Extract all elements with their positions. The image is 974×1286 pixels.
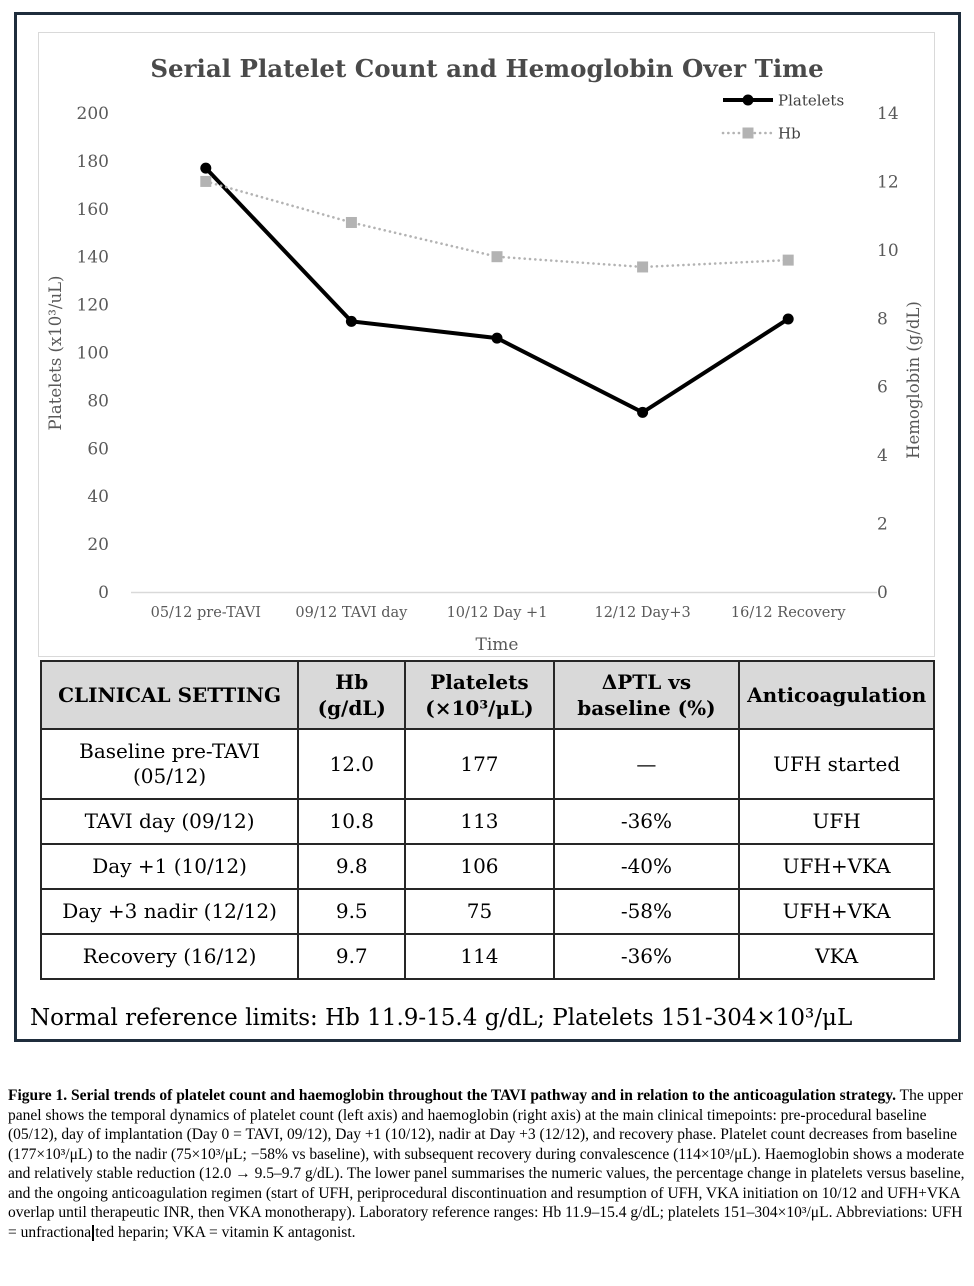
x-axis-tick: 10/12 Day +1 bbox=[447, 605, 548, 621]
table-cell[interactable]: 177 bbox=[404, 728, 555, 800]
table-cell[interactable]: UFH+VKA bbox=[738, 888, 935, 935]
table-row: Recovery (16/12) 9.7 114 -36% VKA bbox=[39, 933, 935, 980]
table-cell[interactable]: Recovery (16/12) bbox=[39, 933, 300, 980]
left-axis-tick: 100 bbox=[77, 344, 109, 364]
line-chart-svg: Serial Platelet Count and Hemoglobin Ove… bbox=[46, 54, 923, 655]
table-row: Day +3 nadir (12/12) 9.5 75 -58% UFH+VKA bbox=[39, 888, 935, 935]
table-cell[interactable]: 12.0 bbox=[297, 728, 407, 800]
right-axis-tick: 8 bbox=[877, 309, 888, 329]
left-axis-tick: 20 bbox=[87, 535, 109, 555]
table-cell[interactable]: VKA bbox=[738, 933, 935, 980]
x-axis-tick: 05/12 pre-TAVI bbox=[151, 605, 261, 621]
x-axis-tick: 16/12 Recovery bbox=[731, 605, 846, 621]
table-cell[interactable]: 10.8 bbox=[297, 798, 407, 845]
table-cell[interactable]: TAVI day (09/12) bbox=[39, 798, 300, 845]
right-axis-tick: 2 bbox=[877, 515, 888, 535]
chart-area: Serial Platelet Count and Hemoglobin Ove… bbox=[38, 32, 935, 657]
table-header-cell[interactable]: Platelets (×10³/μL) bbox=[404, 660, 555, 730]
table-cell[interactable]: Day +1 (10/12) bbox=[39, 843, 300, 890]
hb-data-point bbox=[637, 261, 649, 273]
table-cell[interactable]: 9.7 bbox=[297, 933, 407, 980]
x-axis-title: Time bbox=[476, 635, 519, 655]
hb-legend-marker-icon bbox=[742, 127, 754, 139]
figure-caption-body-after: ted heparin; VKA = vitamin K antagonist. bbox=[95, 1223, 356, 1241]
left-axis-tick: 180 bbox=[77, 152, 109, 172]
left-axis-tick: 200 bbox=[77, 104, 109, 124]
x-axis-tick: 12/12 Day+3 bbox=[594, 605, 690, 621]
table-cell[interactable]: Day +3 nadir (12/12) bbox=[39, 888, 300, 935]
hb-data-point bbox=[200, 175, 212, 187]
platelets-data-point bbox=[491, 332, 503, 344]
left-axis-tick: 40 bbox=[87, 487, 109, 507]
platelets-data-point bbox=[345, 315, 357, 327]
platelets-legend-marker-icon bbox=[742, 94, 754, 106]
right-axis-tick: 14 bbox=[877, 104, 899, 124]
table-cell[interactable]: UFH bbox=[738, 798, 935, 845]
table-cell[interactable]: -40% bbox=[552, 843, 741, 890]
platelets-data-point bbox=[782, 313, 794, 325]
table-cell[interactable]: -36% bbox=[552, 798, 741, 845]
left-axis-tick: 80 bbox=[87, 391, 109, 411]
figure-caption-body: The upper panel shows the temporal dynam… bbox=[8, 1087, 965, 1241]
left-axis-tick: 0 bbox=[98, 583, 109, 603]
right-axis-tick: 0 bbox=[877, 583, 888, 603]
table-cell[interactable]: 9.8 bbox=[297, 843, 407, 890]
table-header-cell[interactable]: Hb (g/dL) bbox=[297, 660, 407, 730]
figure-caption[interactable]: Figure 1. Serial trends of platelet coun… bbox=[8, 1086, 966, 1242]
table-cell[interactable]: 106 bbox=[404, 843, 555, 890]
text-cursor bbox=[92, 1224, 95, 1241]
table-header-cell[interactable]: ΔPTL vs baseline (%) bbox=[552, 660, 741, 730]
hb-data-point bbox=[345, 216, 357, 228]
figure-panel: Serial Platelet Count and Hemoglobin Ove… bbox=[14, 12, 961, 1042]
right-axis-tick: 4 bbox=[877, 446, 888, 466]
right-axis-tick: 12 bbox=[877, 172, 899, 192]
table-header-cell[interactable]: CLINICAL SETTING bbox=[39, 660, 300, 730]
table-cell[interactable]: 75 bbox=[404, 888, 555, 935]
left-axis-tick: 120 bbox=[77, 296, 109, 316]
left-axis-title: Platelets (x10³/uL) bbox=[46, 276, 65, 431]
hb-data-point bbox=[782, 254, 794, 266]
figure-caption-title: Figure 1. Serial trends of platelet coun… bbox=[8, 1087, 897, 1104]
table-cell[interactable]: UFH+VKA bbox=[738, 843, 935, 890]
table-cell[interactable]: Baseline pre-TAVI (05/12) bbox=[39, 728, 300, 800]
x-axis-tick: 09/12 TAVI day bbox=[295, 605, 408, 621]
table-cell[interactable]: -58% bbox=[552, 888, 741, 935]
platelets-series-line bbox=[204, 166, 790, 415]
table-cell[interactable]: 9.5 bbox=[297, 888, 407, 935]
left-axis-tick: 140 bbox=[77, 248, 109, 268]
right-axis-tick: 6 bbox=[877, 378, 888, 398]
legend-label: Hb bbox=[778, 125, 801, 143]
chart-title: Serial Platelet Count and Hemoglobin Ove… bbox=[150, 54, 823, 83]
legend-label: Platelets bbox=[778, 92, 844, 110]
table-cell[interactable]: UFH started bbox=[738, 728, 935, 800]
platelets-data-point bbox=[637, 406, 649, 418]
table-header-cell[interactable]: Anticoagulation bbox=[738, 660, 935, 730]
table-row: Day +1 (10/12) 9.8 106 -40% UFH+VKA bbox=[39, 843, 935, 890]
table-cell[interactable]: — bbox=[552, 728, 741, 800]
table-header-row: CLINICAL SETTING Hb (g/dL) Platelets (×10³… bbox=[39, 660, 935, 730]
right-axis-title: Hemoglobin (g/dL) bbox=[904, 301, 923, 459]
table-cell[interactable]: 113 bbox=[404, 798, 555, 845]
table-row: Baseline pre-TAVI (05/12) 12.0 177— UFH sta… bbox=[39, 728, 935, 800]
reference-limits-note[interactable]: Normal reference limits: Hb 11.9-15.4 g/… bbox=[30, 1005, 853, 1031]
table-cell[interactable]: 114 bbox=[404, 933, 555, 980]
left-axis-tick: 60 bbox=[87, 439, 109, 459]
right-axis-tick: 10 bbox=[877, 241, 899, 261]
hb-data-point bbox=[491, 251, 503, 263]
platelets-data-point bbox=[200, 162, 212, 174]
left-axis-tick: 160 bbox=[77, 200, 109, 220]
clinical-table: CLINICAL SETTING Hb (g/dL) Platelets (×10³… bbox=[39, 660, 935, 980]
table-cell[interactable]: -36% bbox=[552, 933, 741, 980]
table-row: TAVI day (09/12) 10.8 113 -36% UFH bbox=[39, 798, 935, 845]
